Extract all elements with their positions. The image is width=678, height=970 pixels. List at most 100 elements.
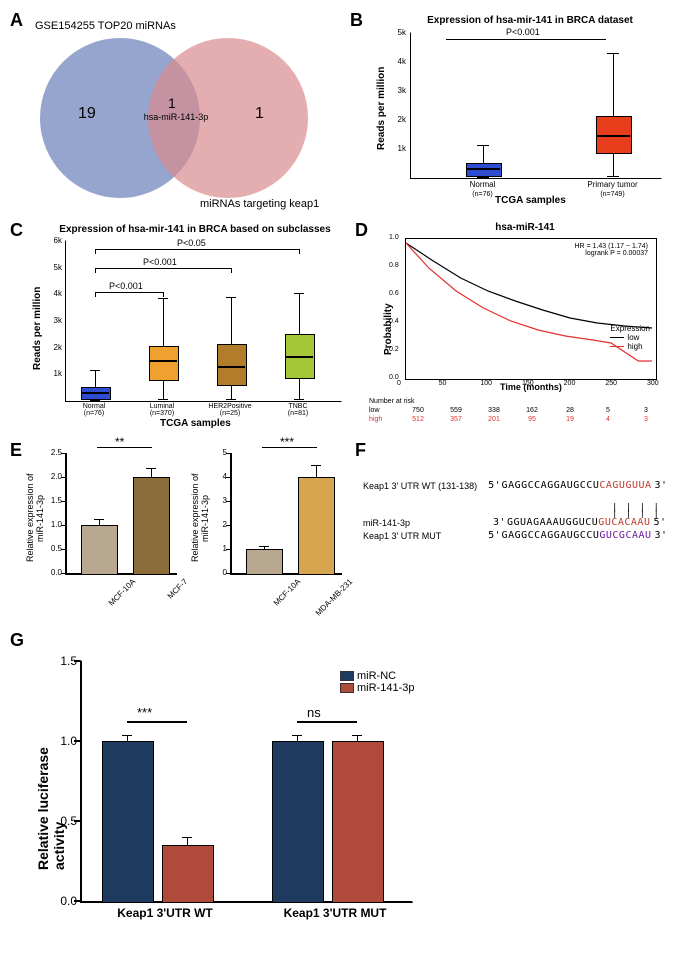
bond-lines: | | | | | | | |	[507, 505, 668, 517]
boxplot-box	[149, 346, 179, 381]
seq-label: Keap1 3' UTR WT (131-138)	[363, 481, 488, 491]
venn-diagram: GSE154255 TOP20 miRNAs 19 1 hsa-miR-141-…	[30, 20, 330, 200]
panel-c-label: C	[10, 220, 23, 241]
ytick: 0.8	[389, 262, 399, 269]
xlabel: TNBC(n=81)	[266, 403, 330, 417]
panel-e: E **0.00.51.01.52.02.5Relative expressio…	[10, 440, 350, 620]
seq-row: Keap1 3' UTR WT (131-138)5'GAGGCCAGGAUGC…	[363, 480, 668, 491]
legend-item: high	[610, 342, 650, 351]
ytick: 6k	[48, 236, 62, 245]
xtick: 250	[605, 380, 617, 387]
ytick: 2k	[48, 343, 62, 352]
bar	[332, 741, 384, 903]
panel-d-legend: Expression lowhigh	[610, 324, 650, 351]
xtick: 300	[647, 380, 659, 387]
legend-item: miR-NC	[340, 670, 414, 682]
panel-d-ytitle: Probability	[383, 275, 394, 355]
xlabel: MCF-7	[141, 577, 190, 626]
xlabel: Normal(n=76)	[440, 180, 525, 198]
panel-f-sequences: Keap1 3' UTR WT (131-138)5'GAGGCCAGGAUGC…	[363, 480, 668, 555]
bar	[272, 741, 324, 903]
ytitle: Relative expression of miR-141-3p	[190, 473, 210, 563]
ytick: 5	[205, 448, 227, 457]
ytick: 0.6	[389, 290, 399, 297]
bar	[298, 477, 335, 575]
ytick: 3k	[392, 86, 406, 95]
panel-g-label: G	[10, 630, 24, 651]
xlabel: HER2Positive(n=25)	[198, 403, 262, 417]
xlabel: Primary tumor(n=749)	[570, 180, 655, 198]
xlabel: MCF-10A	[254, 577, 303, 626]
bar	[246, 549, 283, 575]
panel-c: C Expression of hsa-mir-141 in BRCA base…	[10, 220, 350, 430]
venn-intersect-name: hsa-miR-141-3p	[136, 112, 216, 122]
panel-a-label: A	[10, 10, 23, 31]
panel-b: B Expression of hsa-mir-141 in BRCA data…	[350, 10, 670, 210]
ytick: 4k	[392, 57, 406, 66]
venn-right-count: 1	[255, 105, 264, 123]
panel-f: F Keap1 3' UTR WT (131-138)5'GAGGCCAGGAU…	[355, 440, 670, 620]
venn-left-count: 19	[78, 105, 96, 123]
sig-label: ***	[137, 705, 152, 720]
venn-top-left-label: GSE154255 TOP20 miRNAs	[35, 20, 176, 32]
venn-intersect-count: 1	[168, 95, 176, 111]
ytick: 5k	[392, 28, 406, 37]
ytick: 1.0	[389, 234, 399, 241]
seq-row: Keap1 3' UTR MUT5'GAGGCCAGGAUGCCUGUCGCAA…	[363, 530, 668, 541]
xtick: 50	[439, 380, 447, 387]
xlabel: Luminal(n=370)	[130, 403, 194, 417]
seq-label: miR-141-3p	[363, 518, 493, 528]
panel-e-chart: ***	[230, 453, 342, 575]
nar-high: high512357201951943	[369, 416, 665, 423]
xtick: 150	[522, 380, 534, 387]
figure-root: A GSE154255 TOP20 miRNAs 19 1 hsa-miR-14…	[10, 10, 668, 960]
sig-label: **	[115, 435, 124, 449]
seq-label: Keap1 3' UTR MUT	[363, 531, 488, 541]
legend-item: low	[610, 333, 650, 342]
ytick: 4k	[48, 289, 62, 298]
bar	[133, 477, 170, 575]
panel-c-title: Expression of hsa-mir-141 in BRCA based …	[50, 224, 340, 235]
ytick: 2k	[392, 115, 406, 124]
bar	[81, 525, 118, 575]
panel-d-title: hsa-miR-141	[425, 222, 625, 233]
xlabel: MCF-10A	[89, 577, 138, 626]
panel-e-label: E	[10, 440, 22, 461]
sig-label: ns	[307, 705, 321, 720]
ytick: 1k	[48, 369, 62, 378]
panel-g-plot: *** ns	[80, 660, 413, 903]
panel-b-sig: P<0.001	[506, 27, 540, 37]
seq-row: miR-141-3p3'GGUAGAAAUGGUCUGUCACAAU5'	[363, 517, 668, 528]
panel-d: D hsa-miR-141 HR = 1.43 (1.17 − 1.74) lo…	[355, 220, 670, 440]
panel-f-label: F	[355, 440, 366, 461]
ytick: 1k	[392, 144, 406, 153]
bar	[162, 845, 214, 903]
xlabel: MDA-MB-231	[306, 577, 355, 626]
panel-d-label: D	[355, 220, 368, 241]
km-svg	[406, 239, 656, 379]
panel-e-charts: **0.00.51.01.52.02.5Relative expression …	[30, 445, 350, 615]
ytick: 2.5	[40, 448, 62, 457]
panel-b-label: B	[350, 10, 363, 31]
ytick: 0.2	[389, 346, 399, 353]
xtick: 100	[480, 380, 492, 387]
panel-a: A GSE154255 TOP20 miRNAs 19 1 hsa-miR-14…	[10, 10, 340, 210]
xtick: 200	[564, 380, 576, 387]
panel-b-sigbar	[446, 39, 606, 40]
xlabel: Normal(n=76)	[62, 403, 126, 417]
ytick: 0.0	[389, 374, 399, 381]
ytitle: Relative expression of miR-141-3p	[25, 473, 45, 563]
panel-e-chart: **	[65, 453, 177, 575]
ytick: 0.4	[389, 318, 399, 325]
panel-c-ytitle: Reads per million	[32, 280, 43, 370]
panel-g: G ***ns Relative luciferase activity 0.0…	[10, 630, 440, 950]
panel-c-xtitle: TCGA samples	[160, 418, 231, 429]
xlabel: Keap1 3'UTR MUT	[265, 906, 405, 920]
boxplot-box	[217, 344, 247, 386]
xtick: 0	[397, 380, 401, 387]
panel-b-ytitle: Reads per million	[376, 60, 387, 150]
ytick: 0.0	[40, 568, 62, 577]
ytick: 3k	[48, 316, 62, 325]
bar	[102, 741, 154, 903]
panel-d-plot: HR = 1.43 (1.17 − 1.74) logrank P = 0.00…	[405, 238, 657, 380]
